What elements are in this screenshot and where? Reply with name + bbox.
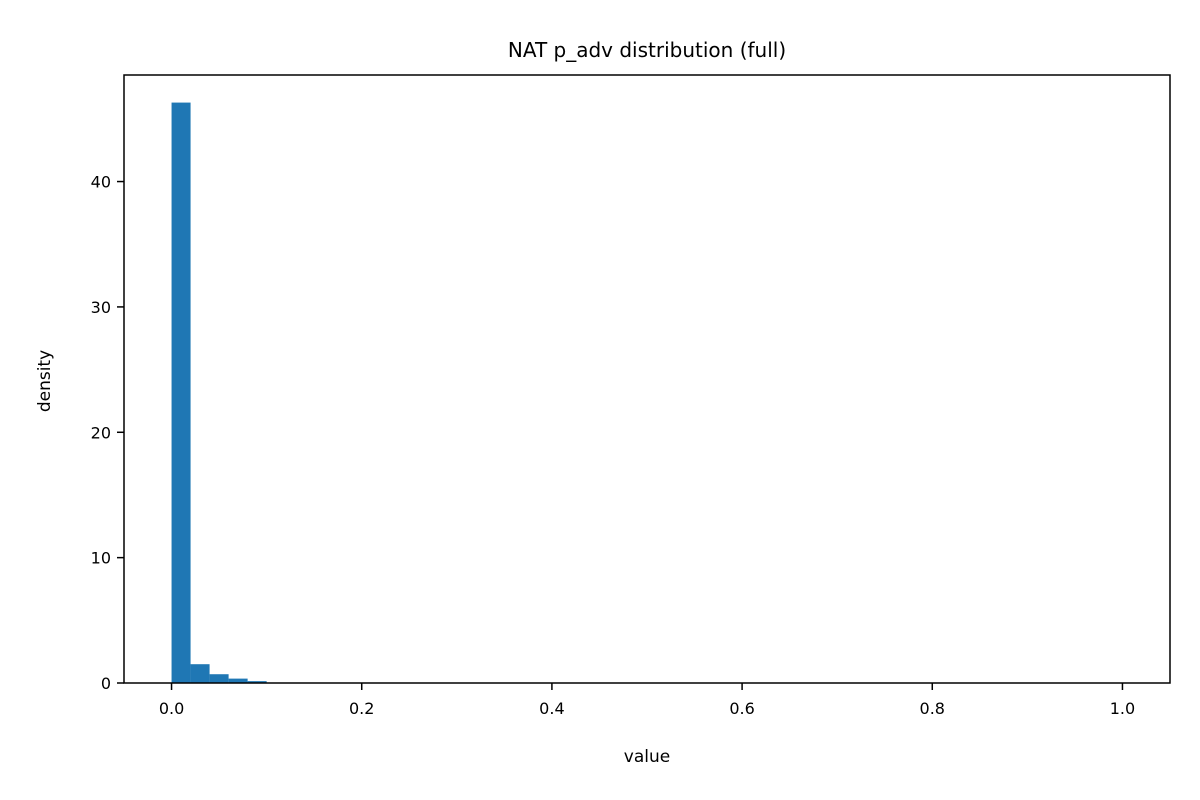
chart-title: NAT p_adv distribution (full) [508, 38, 786, 62]
x-axis-ticks: 0.0 0.2 0.4 0.6 0.8 1.0 [159, 683, 1135, 718]
histogram-bar [209, 674, 229, 683]
x-tick-label: 0.4 [539, 699, 564, 718]
plot-frame [123, 74, 1171, 684]
histogram-bar [190, 664, 210, 683]
y-tick-label: 0 [101, 674, 111, 693]
x-axis-label: value [624, 747, 670, 767]
y-axis-label: density [35, 350, 55, 412]
histogram-bar [247, 681, 267, 683]
y-axis-ticks: 0 10 20 30 40 [91, 173, 124, 693]
x-tick-label: 1.0 [1110, 699, 1135, 718]
histogram-bars [171, 102, 267, 683]
y-tick-label: 30 [91, 298, 111, 317]
x-tick-label: 0.0 [159, 699, 184, 718]
histogram-bar [228, 678, 248, 683]
y-tick-label: 10 [91, 549, 111, 568]
x-tick-label: 0.6 [729, 699, 754, 718]
x-tick-label: 0.8 [920, 699, 945, 718]
y-tick-label: 20 [91, 423, 111, 442]
x-tick-label: 0.2 [349, 699, 374, 718]
y-tick-label: 40 [91, 173, 111, 192]
histogram-bar [171, 102, 191, 683]
